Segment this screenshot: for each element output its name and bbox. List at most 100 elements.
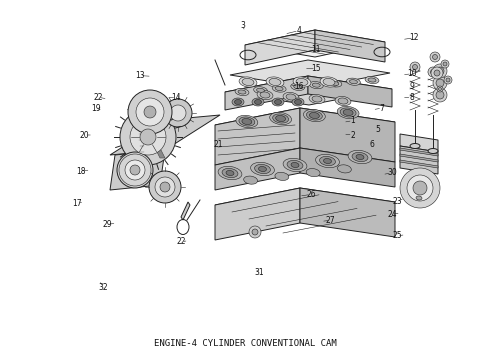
- Ellipse shape: [406, 190, 432, 206]
- Text: 25: 25: [392, 231, 402, 240]
- Ellipse shape: [275, 172, 289, 180]
- Ellipse shape: [349, 80, 357, 84]
- Polygon shape: [136, 110, 165, 158]
- Ellipse shape: [309, 94, 325, 104]
- Ellipse shape: [343, 109, 353, 116]
- Polygon shape: [245, 30, 315, 65]
- Ellipse shape: [239, 77, 257, 87]
- Text: 30: 30: [387, 168, 397, 177]
- Circle shape: [428, 67, 438, 77]
- Ellipse shape: [320, 77, 338, 87]
- Ellipse shape: [323, 78, 335, 86]
- Circle shape: [125, 160, 145, 180]
- Ellipse shape: [312, 83, 320, 87]
- Ellipse shape: [346, 78, 360, 85]
- Text: ENGINE-4 CYLINDER CONVENTIONAL CAM: ENGINE-4 CYLINDER CONVENTIONAL CAM: [154, 339, 336, 348]
- Polygon shape: [215, 188, 300, 240]
- Circle shape: [413, 181, 427, 195]
- Text: 13: 13: [135, 71, 145, 80]
- Ellipse shape: [410, 144, 420, 149]
- Circle shape: [441, 60, 449, 68]
- Circle shape: [431, 69, 436, 75]
- Ellipse shape: [293, 77, 311, 87]
- Polygon shape: [405, 176, 433, 189]
- Text: 12: 12: [409, 33, 419, 42]
- Ellipse shape: [291, 162, 299, 167]
- Text: 24: 24: [387, 210, 397, 219]
- Ellipse shape: [365, 76, 379, 84]
- Ellipse shape: [222, 168, 238, 177]
- Ellipse shape: [260, 92, 270, 98]
- Ellipse shape: [306, 111, 322, 120]
- Polygon shape: [400, 134, 438, 152]
- Text: 31: 31: [255, 269, 265, 277]
- Ellipse shape: [274, 99, 281, 104]
- Circle shape: [400, 168, 440, 208]
- Polygon shape: [300, 148, 395, 187]
- Ellipse shape: [266, 77, 284, 87]
- Ellipse shape: [316, 154, 340, 168]
- Circle shape: [433, 88, 447, 102]
- Text: 1: 1: [350, 116, 355, 125]
- Polygon shape: [308, 76, 392, 107]
- Ellipse shape: [331, 81, 339, 85]
- Text: 8: 8: [409, 93, 414, 102]
- Ellipse shape: [340, 108, 356, 117]
- Ellipse shape: [291, 83, 305, 90]
- Ellipse shape: [348, 150, 372, 164]
- Ellipse shape: [254, 99, 262, 104]
- Ellipse shape: [337, 106, 359, 119]
- Circle shape: [434, 70, 440, 76]
- Ellipse shape: [338, 98, 348, 104]
- Circle shape: [433, 76, 447, 90]
- Ellipse shape: [272, 85, 286, 92]
- Text: 27: 27: [326, 216, 336, 225]
- Polygon shape: [245, 30, 385, 57]
- Ellipse shape: [303, 109, 325, 122]
- Ellipse shape: [236, 115, 258, 128]
- Polygon shape: [215, 108, 300, 165]
- Polygon shape: [110, 115, 220, 155]
- Circle shape: [123, 158, 147, 182]
- Ellipse shape: [235, 89, 249, 96]
- Text: 2: 2: [350, 131, 355, 140]
- Ellipse shape: [312, 96, 322, 102]
- Circle shape: [443, 62, 447, 66]
- Polygon shape: [225, 76, 308, 110]
- Ellipse shape: [416, 196, 422, 200]
- Circle shape: [446, 78, 450, 82]
- Text: 9: 9: [409, 82, 414, 91]
- Ellipse shape: [226, 171, 234, 176]
- Ellipse shape: [428, 149, 438, 153]
- Polygon shape: [230, 60, 390, 88]
- Ellipse shape: [283, 93, 299, 102]
- Polygon shape: [110, 150, 165, 190]
- Ellipse shape: [254, 87, 268, 94]
- Ellipse shape: [356, 154, 364, 159]
- Ellipse shape: [338, 165, 351, 173]
- Circle shape: [444, 76, 452, 84]
- Ellipse shape: [257, 88, 265, 93]
- Circle shape: [120, 109, 176, 165]
- Circle shape: [136, 98, 164, 126]
- Circle shape: [249, 226, 261, 238]
- Ellipse shape: [254, 165, 270, 174]
- Ellipse shape: [294, 85, 302, 89]
- Ellipse shape: [239, 117, 255, 126]
- Circle shape: [160, 182, 170, 192]
- Ellipse shape: [235, 99, 242, 104]
- Ellipse shape: [287, 161, 303, 170]
- Text: 11: 11: [311, 45, 321, 54]
- Polygon shape: [181, 202, 190, 220]
- Polygon shape: [400, 160, 438, 168]
- Ellipse shape: [250, 162, 274, 176]
- Ellipse shape: [242, 78, 254, 86]
- Circle shape: [252, 229, 258, 235]
- Circle shape: [439, 87, 441, 90]
- Ellipse shape: [323, 158, 331, 163]
- Ellipse shape: [272, 98, 284, 106]
- Circle shape: [433, 64, 447, 78]
- Circle shape: [430, 52, 440, 62]
- Text: 21: 21: [213, 140, 223, 149]
- Ellipse shape: [252, 98, 264, 106]
